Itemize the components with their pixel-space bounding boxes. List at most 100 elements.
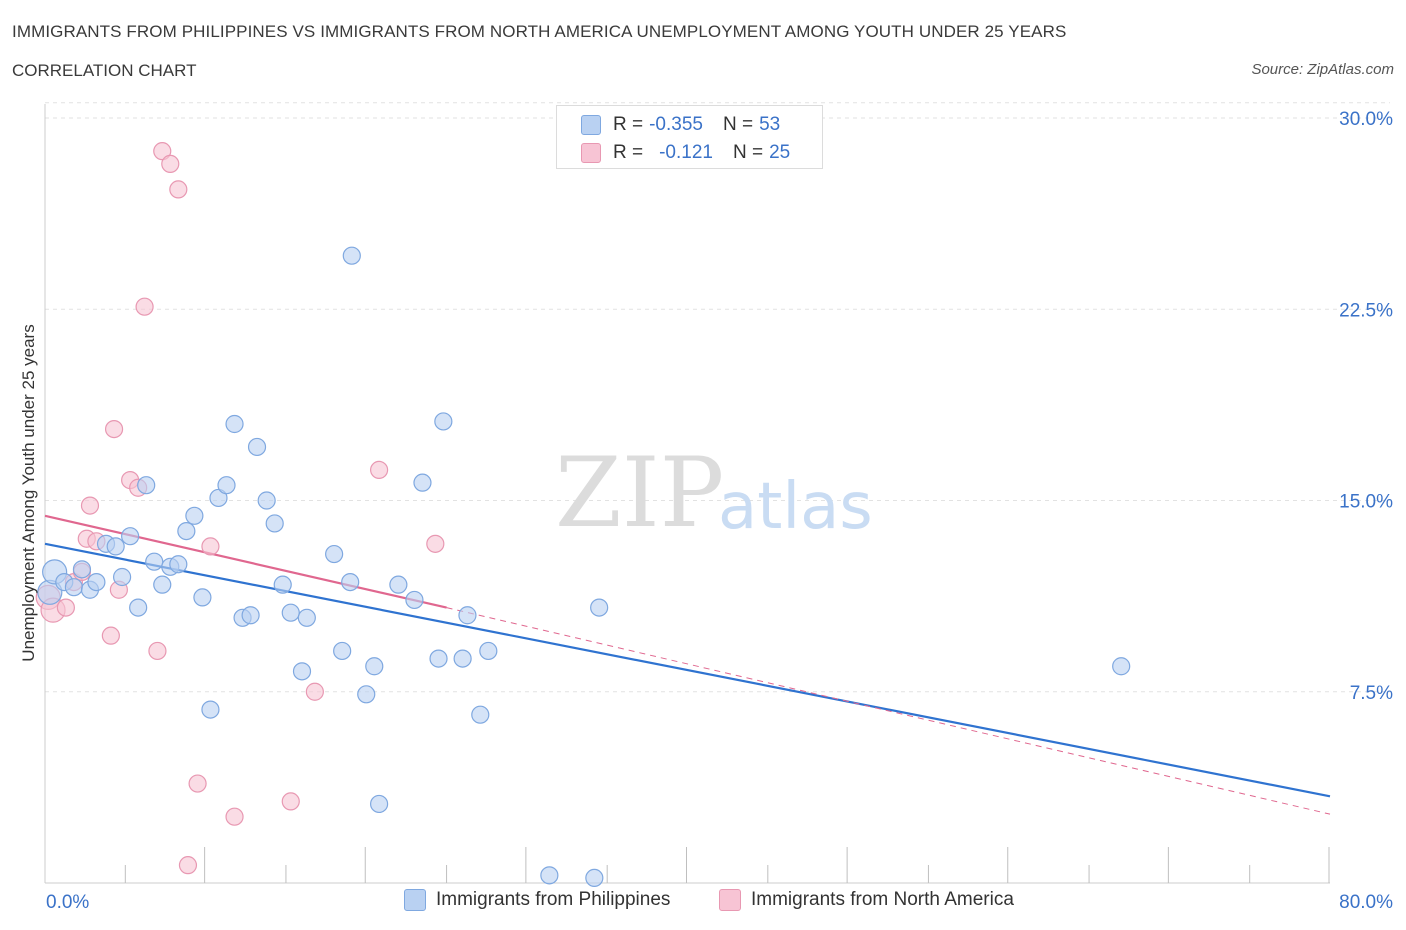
y-tick-label: 15.0% bbox=[1339, 492, 1393, 513]
chart-title: IMMIGRANTS FROM PHILIPPINES VS IMMIGRANT… bbox=[12, 22, 1067, 41]
philippines-point bbox=[365, 657, 384, 676]
philippines-point bbox=[405, 590, 424, 610]
series-legend-label: Immigrants from Philippines bbox=[436, 889, 671, 910]
philippines-point bbox=[342, 246, 361, 265]
philippines-point bbox=[145, 552, 164, 571]
philippines-point bbox=[1112, 657, 1131, 676]
y-axis-label: Unemployment Among Youth under 25 years bbox=[19, 324, 38, 661]
points-layer bbox=[35, 142, 1131, 888]
legend-r-label: R = bbox=[613, 114, 644, 135]
philippines-point bbox=[458, 606, 477, 625]
north-america-point bbox=[101, 626, 120, 645]
y-tick-label: 7.5% bbox=[1350, 683, 1393, 704]
legend-r-value: -0.355 bbox=[649, 114, 703, 135]
north-america-point bbox=[178, 856, 198, 875]
legend-row-north-america: R = -0.121 N = 25 bbox=[581, 141, 790, 165]
philippines-point bbox=[429, 649, 448, 668]
series-swatch-blue bbox=[404, 889, 426, 911]
series-legend-philippines: Immigrants from Philippines bbox=[404, 889, 670, 911]
philippines-point bbox=[241, 606, 260, 625]
philippines-point bbox=[333, 641, 352, 661]
series-legend-north-america: Immigrants from North America bbox=[719, 889, 1014, 911]
legend-n-value: 25 bbox=[769, 142, 791, 163]
legend-n-label: N = bbox=[722, 114, 754, 135]
north-america-point bbox=[201, 537, 220, 556]
philippines-point bbox=[129, 598, 148, 617]
philippines-point bbox=[357, 685, 376, 704]
philippines-point bbox=[72, 560, 92, 579]
north-america-point bbox=[161, 154, 180, 173]
north-america-point bbox=[80, 496, 100, 515]
source-credit: Source: ZipAtlas.com bbox=[1251, 61, 1394, 78]
north-america-point bbox=[281, 792, 300, 811]
philippines-point bbox=[137, 476, 156, 495]
watermark: ZIP atlas bbox=[555, 437, 873, 549]
philippines-point bbox=[389, 575, 408, 594]
watermark-zip: ZIP bbox=[555, 437, 724, 549]
philippines-point bbox=[106, 537, 125, 556]
north-america-point bbox=[135, 297, 154, 316]
north-america-point bbox=[305, 682, 324, 701]
north-america-trend-line bbox=[446, 607, 1331, 815]
philippines-point bbox=[225, 414, 244, 434]
philippines-point bbox=[297, 608, 316, 627]
north-america-point bbox=[148, 641, 167, 661]
legend-r-value: -0.121 bbox=[659, 142, 713, 163]
y-tick-label: 30.0% bbox=[1339, 109, 1393, 130]
legend-n-label: N = bbox=[732, 142, 764, 163]
north-america-point bbox=[188, 774, 207, 793]
philippines-point bbox=[471, 705, 490, 724]
philippines-point bbox=[64, 578, 84, 597]
chart-subtitle: CORRELATION CHART bbox=[12, 61, 197, 80]
legend-swatch-pink bbox=[581, 143, 601, 163]
correlation-legend: R = -0.355 N = 53 R = -0.121 N = 25 bbox=[556, 105, 823, 169]
series-legend-label: Immigrants from North America bbox=[751, 889, 1014, 910]
north-america-point bbox=[370, 460, 389, 479]
philippines-point bbox=[201, 700, 220, 719]
philippines-point bbox=[281, 603, 300, 622]
north-america-point bbox=[56, 598, 75, 617]
philippines-point bbox=[370, 794, 389, 814]
philippines-point bbox=[292, 662, 312, 681]
north-america-point bbox=[169, 180, 188, 199]
axis-layer bbox=[44, 104, 1330, 884]
philippines-point bbox=[169, 555, 188, 574]
philippines-point bbox=[413, 473, 432, 492]
philippines-point bbox=[341, 572, 360, 592]
legend-n-value: 53 bbox=[759, 114, 781, 135]
watermark-atlas: atlas bbox=[718, 470, 873, 544]
philippines-point bbox=[153, 575, 172, 594]
north-america-point bbox=[104, 420, 124, 439]
philippines-point bbox=[112, 567, 132, 587]
philippines-point bbox=[185, 506, 204, 525]
philippines-point bbox=[325, 544, 344, 564]
philippines-trend-line bbox=[44, 542, 1331, 798]
philippines-point bbox=[585, 868, 604, 888]
legend-row-philippines: R = -0.355 N = 53 bbox=[581, 113, 780, 137]
label-layer: 7.5% 15.0% 22.5% 30.0% 0.0% 80.0% Unemployment… bbox=[19, 109, 1393, 913]
trend-layer bbox=[44, 514, 1331, 815]
y-tick-label: 22.5% bbox=[1339, 300, 1393, 321]
philippines-point bbox=[265, 514, 284, 533]
north-america-trend-line bbox=[44, 514, 447, 609]
philippines-point bbox=[479, 641, 498, 661]
x-tick-label: 80.0% bbox=[1339, 892, 1393, 913]
philippines-point bbox=[434, 412, 453, 431]
north-america-point bbox=[426, 534, 445, 553]
philippines-point bbox=[273, 575, 292, 594]
legend-r-label: R = bbox=[613, 142, 644, 163]
philippines-point bbox=[87, 572, 106, 592]
philippines-point bbox=[540, 866, 559, 885]
philippines-point bbox=[121, 527, 140, 546]
philippines-point bbox=[453, 649, 472, 668]
grid-layer bbox=[45, 102, 1390, 693]
north-america-point bbox=[225, 807, 244, 826]
legend-swatch-blue bbox=[581, 115, 601, 135]
philippines-point bbox=[177, 521, 196, 541]
philippines-point bbox=[247, 437, 267, 457]
series-swatch-pink bbox=[719, 889, 741, 911]
philippines-point bbox=[193, 588, 212, 607]
x-tick-label: 0.0% bbox=[46, 892, 89, 913]
philippines-point bbox=[257, 491, 276, 510]
